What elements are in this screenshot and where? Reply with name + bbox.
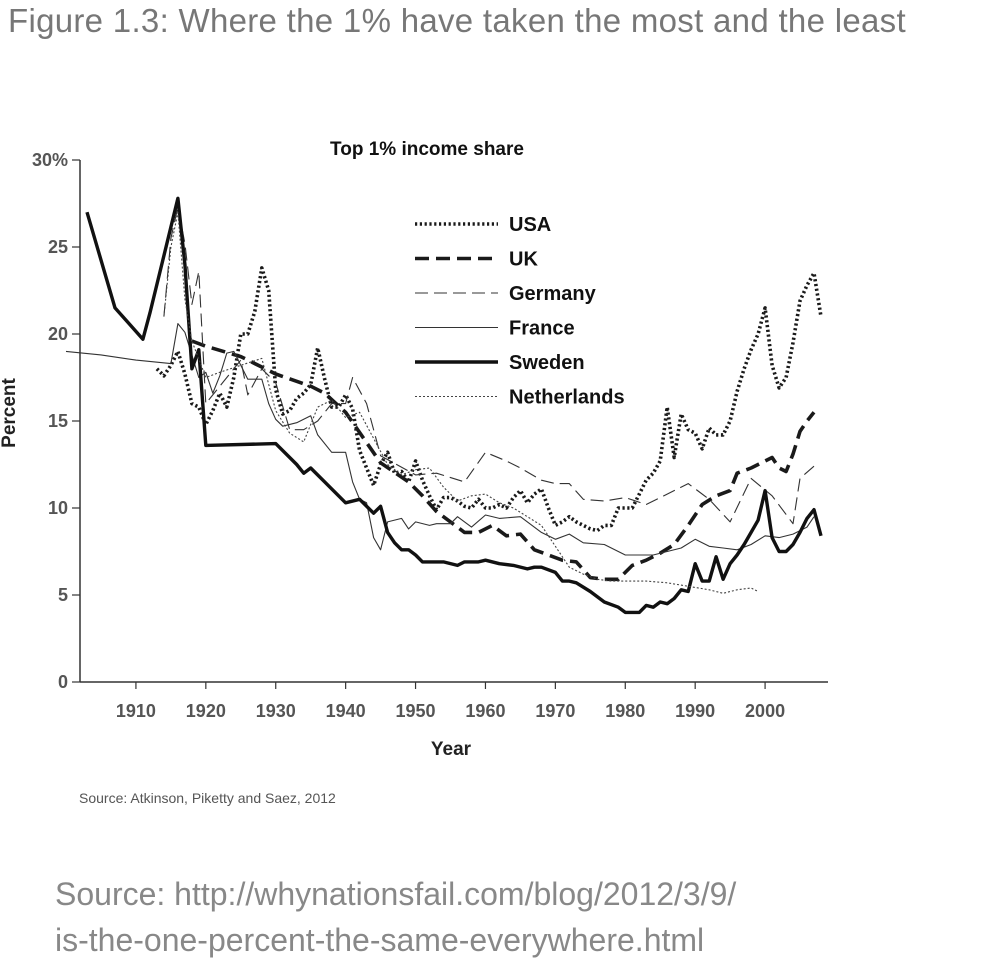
chart-title: Top 1% income share [330,139,524,160]
series-line-uk [191,339,816,582]
legend-label-uk: UK [509,249,538,271]
x-tick-label: 1990 [675,701,715,721]
x-tick-label: 1920 [186,701,226,721]
footer-source-line-1: Source: http://whynationsfail.com/blog/2… [55,876,737,912]
y-tick-label: 15 [48,411,68,431]
series-line-france [65,323,815,556]
y-tick-label: 5 [58,585,68,605]
chart-legend: USA UK Germany France Sweden Netherlands [415,214,625,409]
legend-label-netherlands: Netherlands [509,387,625,409]
x-tick-label: 2000 [745,701,785,721]
legend-label-usa: USA [509,214,551,236]
footer-source-line-2: is-the-one-percent-the-same-everywhere.h… [55,922,705,958]
chart-axes: 0 5 10 15 20 25 30% 1910 1920 1930 1940 1950 1960 197… [32,150,828,721]
legend-label-sweden: Sweden [509,352,585,374]
y-axis-label: Percent [0,377,20,447]
x-axis-label: Year [431,739,472,760]
series-line-usa [155,266,823,533]
y-tick-label: 10 [48,498,68,518]
x-tick-label: 1930 [256,701,296,721]
chart: Top 1% income share 0 5 10 15 20 25 30% 1910 192… [0,139,828,806]
figure-title: Figure 1.3: Where the 1% have taken the … [8,2,906,39]
x-tick-label: 1960 [465,701,505,721]
y-tick-label: 0 [58,672,68,692]
chart-series-lines [65,196,823,615]
legend-label-france: France [509,318,575,340]
series-line-netherlands [163,211,759,594]
series-line-germany [163,206,815,525]
x-tick-label: 1950 [396,701,436,721]
series-line-sweden [85,196,823,615]
y-tick-label: 30% [32,150,68,170]
y-tick-label: 25 [48,237,68,257]
x-tick-label: 1910 [116,701,156,721]
chart-source-note: Source: Atkinson, Piketty and Saez, 2012 [79,790,336,806]
x-tick-label: 1940 [326,701,366,721]
y-tick-label: 20 [48,324,68,344]
x-tick-label: 1970 [535,701,575,721]
legend-label-germany: Germany [509,283,597,305]
x-tick-label: 1980 [605,701,645,721]
